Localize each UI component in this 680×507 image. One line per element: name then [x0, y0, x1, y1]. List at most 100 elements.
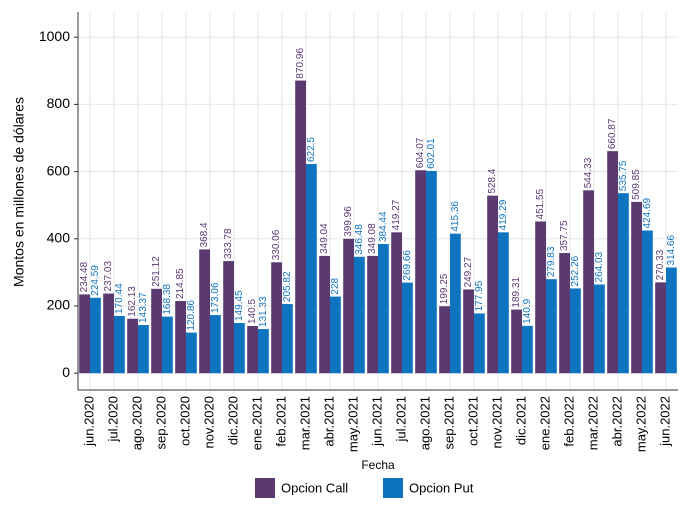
value-label: 205.82: [282, 271, 293, 302]
value-label: 349.04: [319, 223, 330, 254]
value-label: 384.44: [378, 211, 389, 242]
bar: [474, 313, 485, 374]
bar: [90, 297, 101, 374]
x-tick-label: oct.2020: [177, 396, 192, 446]
value-label: 228: [330, 277, 341, 294]
bar: [367, 255, 378, 374]
bar: [607, 151, 618, 374]
x-tick-label: mar.2022: [585, 396, 600, 450]
y-tick-label: 0: [62, 364, 70, 380]
x-tick-label: oct.2021: [465, 396, 480, 446]
bar: [247, 325, 258, 374]
legend-label: Opcion Put: [409, 480, 474, 495]
x-tick-label: ene.2021: [249, 396, 264, 450]
value-label: 424.69: [642, 197, 653, 228]
value-label: 314.66: [666, 234, 677, 265]
bar: [282, 304, 293, 374]
value-label: 249.27: [463, 256, 474, 287]
bar: [391, 232, 402, 374]
bar: [271, 262, 282, 374]
x-tick-label: dic.2021: [513, 396, 528, 445]
x-tick-label: jun.2022: [657, 396, 672, 447]
bar: [498, 232, 509, 374]
bar: [655, 282, 666, 374]
x-tick-label: feb.2022: [561, 396, 576, 447]
value-label: 330.06: [271, 229, 282, 260]
value-label: 622.5: [306, 137, 317, 162]
value-label: 143.37: [138, 292, 149, 323]
bar: [127, 318, 138, 374]
value-label: 279.83: [546, 246, 557, 277]
bar: [114, 315, 125, 374]
value-label: 224.59: [90, 265, 101, 296]
legend-swatch: [383, 478, 403, 498]
value-label: 251.12: [151, 256, 162, 287]
x-tick-label: sep.2021: [441, 396, 456, 450]
y-tick-label: 1000: [39, 28, 70, 44]
y-tick-label: 800: [47, 95, 71, 111]
value-label: 528.4: [487, 168, 498, 193]
value-label: 349.08: [367, 223, 378, 254]
bar: [103, 293, 114, 374]
value-label: 189.31: [511, 277, 522, 308]
x-tick-label: nov.2020: [201, 396, 216, 449]
bar: [487, 195, 498, 374]
value-label: 415.36: [450, 201, 461, 232]
bar: [151, 288, 162, 374]
bar: [583, 190, 594, 374]
bar: [450, 233, 461, 374]
value-label: 234.48: [79, 261, 90, 292]
value-label: 346.48: [354, 224, 365, 255]
value-label: 131.33: [258, 296, 269, 327]
value-label: 237.03: [103, 261, 114, 292]
value-label: 660.87: [607, 118, 618, 149]
bar: [210, 315, 221, 374]
value-label: 419.29: [498, 199, 509, 230]
x-axis-title: Fecha: [361, 458, 395, 472]
value-label: 544.33: [583, 157, 594, 188]
x-tick-label: sep.2020: [153, 396, 168, 450]
bar: [415, 170, 426, 374]
bar: [570, 288, 581, 374]
x-tick-label: jul.2020: [105, 396, 120, 443]
x-tick-label: ago.2020: [129, 396, 144, 450]
bar: [175, 301, 186, 374]
value-label: 199.25: [439, 273, 450, 304]
value-label: 399.96: [343, 206, 354, 237]
x-tick-label: ago.2021: [417, 396, 432, 450]
value-label: 252.26: [570, 255, 581, 286]
bar: [426, 170, 437, 374]
value-label: 419.27: [391, 199, 402, 230]
bar: [535, 221, 546, 374]
value-label: 269.66: [402, 250, 413, 281]
bar: [295, 80, 306, 374]
x-tick-label: jun.2021: [369, 396, 384, 447]
value-label: 162.13: [127, 286, 138, 317]
x-tick-label: may.2022: [633, 396, 648, 452]
value-label: 357.75: [559, 220, 570, 251]
value-label: 270.33: [655, 249, 666, 280]
value-label: 140.9: [522, 298, 533, 323]
bar: [319, 255, 330, 374]
y-tick-label: 400: [47, 230, 71, 246]
x-tick-label: dic.2020: [225, 396, 240, 445]
x-tick-label: mar.2021: [297, 396, 312, 450]
y-tick-label: 200: [47, 297, 71, 313]
value-label: 120.86: [186, 300, 197, 331]
value-label: 870.96: [295, 48, 306, 79]
bar: [546, 279, 557, 374]
value-label: 214.85: [175, 268, 186, 299]
x-tick-label: abr.2022: [609, 396, 624, 447]
value-label: 333.78: [223, 228, 234, 259]
value-label: 535.75: [618, 160, 629, 191]
value-label: 168.38: [162, 284, 173, 315]
value-label: 602.01: [426, 138, 437, 169]
bar: [511, 309, 522, 374]
x-tick-label: nov.2021: [489, 396, 504, 449]
value-label: 509.85: [631, 169, 642, 200]
value-label: 368.4: [199, 222, 210, 247]
y-axis-title: Montos en millones de dólares: [11, 97, 27, 287]
bar: [378, 244, 389, 374]
value-label: 177.95: [474, 280, 485, 311]
